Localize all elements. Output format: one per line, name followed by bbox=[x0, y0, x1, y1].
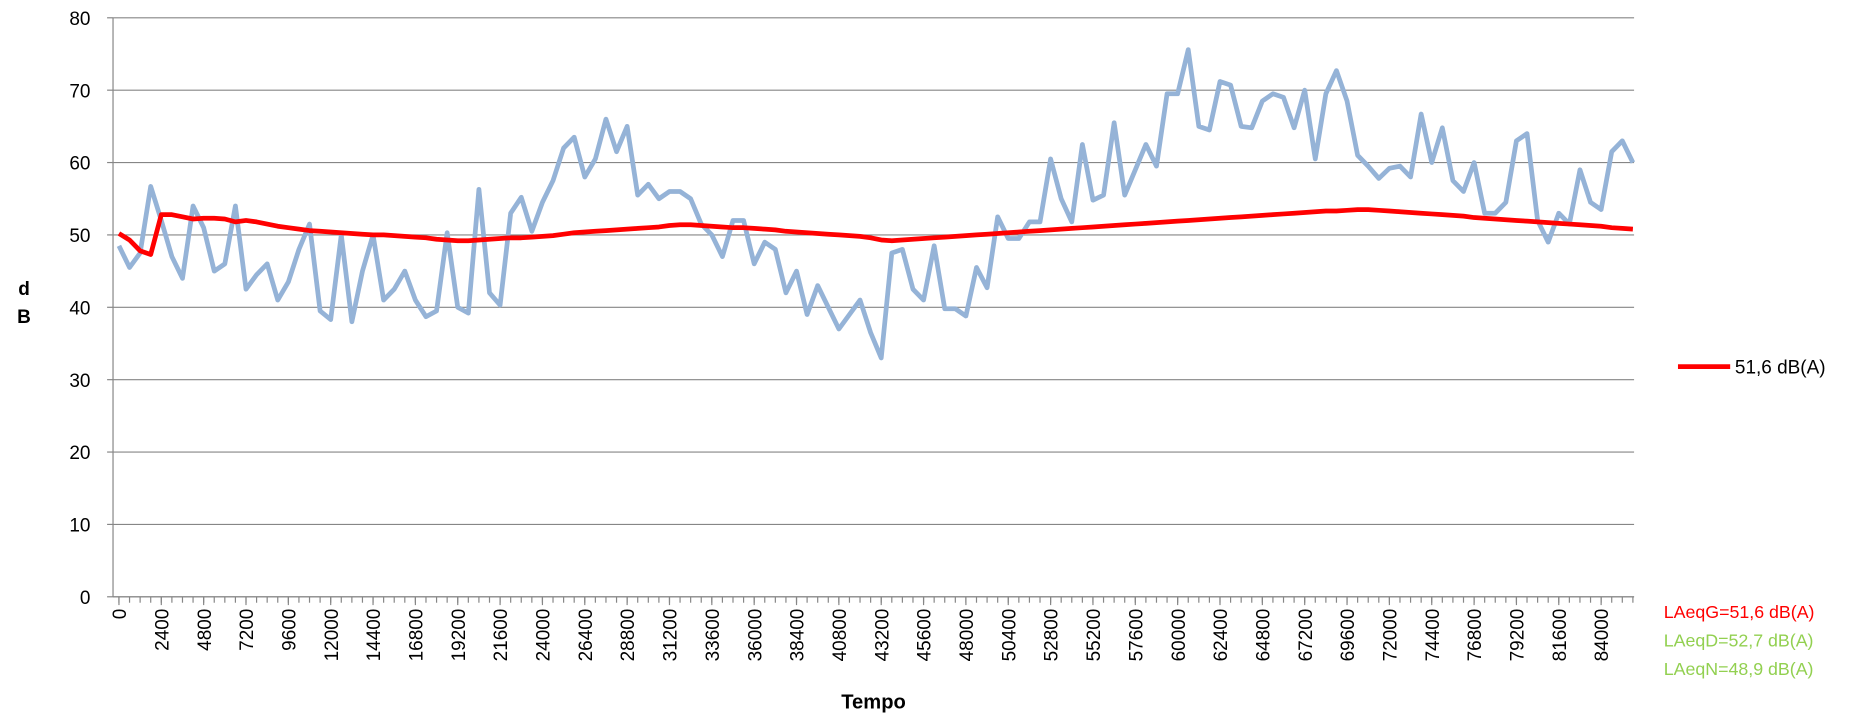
x-tick-label: 21600 bbox=[491, 609, 512, 662]
x-tick-label: 50400 bbox=[999, 609, 1020, 662]
x-tick-label: 43200 bbox=[872, 609, 893, 662]
y-tick-label: 0 bbox=[80, 588, 91, 609]
x-tick-label: 19200 bbox=[449, 609, 470, 662]
x-axis-label: Tempo bbox=[841, 691, 906, 713]
x-tick-label: 55200 bbox=[1084, 609, 1105, 662]
series-line bbox=[117, 207, 1634, 257]
x-tick-label: 12000 bbox=[322, 609, 343, 662]
y-tick-label: 70 bbox=[69, 81, 90, 102]
x-tick-label: 9600 bbox=[279, 609, 300, 651]
x-tick-label: 26400 bbox=[576, 609, 597, 662]
legend-label: 51,6 dB(A) bbox=[1735, 358, 1826, 379]
x-tick-label: 7200 bbox=[237, 609, 258, 651]
x-tick-label: 60000 bbox=[1169, 609, 1190, 662]
y-tick-label: 30 bbox=[69, 371, 90, 392]
x-tick-label: 45600 bbox=[915, 609, 936, 662]
x-tick-label: 67200 bbox=[1296, 609, 1317, 662]
y-axis-label: dB bbox=[14, 279, 35, 335]
series-line bbox=[116, 47, 1636, 361]
x-tick-label: 69600 bbox=[1338, 609, 1359, 662]
y-tick-label: 80 bbox=[69, 9, 90, 30]
x-tick-label: 74400 bbox=[1423, 609, 1444, 662]
x-tick-label: 52800 bbox=[1042, 609, 1063, 662]
x-tick-label: 40800 bbox=[830, 609, 851, 662]
x-tick-label: 48000 bbox=[957, 609, 978, 662]
x-tick-label: 36000 bbox=[745, 609, 766, 662]
y-tick-label: 50 bbox=[69, 226, 90, 247]
x-tick-label: 28800 bbox=[618, 609, 639, 662]
y-tick-label: 10 bbox=[69, 516, 90, 537]
x-tick-label: 64800 bbox=[1253, 609, 1274, 662]
x-tick-label: 16800 bbox=[407, 609, 428, 662]
x-tick-label: 24000 bbox=[534, 609, 555, 662]
x-tick-label: 62400 bbox=[1211, 609, 1232, 662]
x-tick-label: 31200 bbox=[661, 609, 682, 662]
y-tick-label: 40 bbox=[69, 298, 90, 319]
x-tick-label: 84000 bbox=[1592, 609, 1613, 662]
y-tick-label: 60 bbox=[69, 154, 90, 175]
x-tick-label: 4800 bbox=[195, 609, 216, 651]
x-tick-label: 79200 bbox=[1508, 609, 1529, 662]
annotation: LAeqG=51,6 dB(A) bbox=[1664, 602, 1815, 622]
x-tick-label: 33600 bbox=[703, 609, 724, 662]
x-tick-label: 0 bbox=[110, 609, 131, 620]
y-tick-label: 20 bbox=[69, 443, 90, 464]
x-tick-label: 14400 bbox=[364, 609, 385, 662]
x-tick-label: 57600 bbox=[1126, 609, 1147, 662]
annotation: LAeqD=52,7 dB(A) bbox=[1664, 631, 1814, 651]
x-tick-label: 76800 bbox=[1465, 609, 1486, 662]
annotation: LAeqN=48,9 dB(A) bbox=[1664, 659, 1814, 679]
x-tick-label: 2400 bbox=[152, 609, 173, 651]
x-tick-label: 72000 bbox=[1381, 609, 1402, 662]
x-tick-label: 81600 bbox=[1550, 609, 1571, 662]
x-tick-label: 38400 bbox=[788, 609, 809, 662]
